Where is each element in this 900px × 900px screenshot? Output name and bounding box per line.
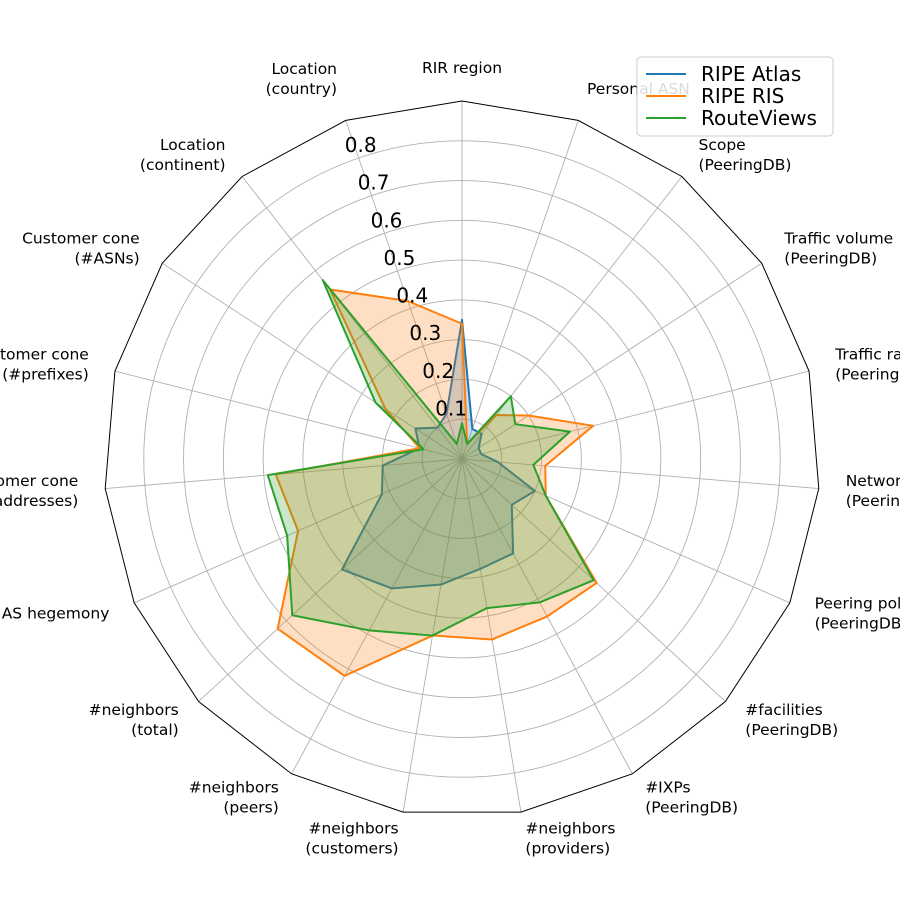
category-label: RIR region	[422, 59, 502, 77]
category-label: Location (country)	[266, 60, 337, 98]
spoke-gridline	[461, 458, 819, 490]
category-label: Customer cone(#prefixes)	[0, 346, 89, 384]
spoke-gridline	[461, 120, 579, 460]
category-label: Location (continent)	[140, 136, 226, 174]
category-label: #facilities (PeeringDB)	[745, 701, 838, 739]
spoke-gridline	[461, 458, 791, 604]
category-label: Traffic ratio(PeeringDB)	[834, 346, 900, 384]
series-area	[267, 280, 594, 636]
radial-tick-label: 0.3	[409, 321, 441, 345]
category-label: Peering policy(PeeringDB)	[815, 595, 900, 633]
legend-item: RouteViews	[646, 106, 817, 130]
legend-item: RIPE RIS	[646, 84, 784, 108]
legend-label: RouteViews	[701, 106, 817, 130]
category-label: Customer cone (#ASNs)	[22, 229, 140, 267]
series-routeviews	[266, 279, 595, 637]
spoke-gridline	[198, 458, 463, 702]
radial-tick-labels: 0.1 0.2 0.3 0.4 0.5 0.6 0.7 0.8	[345, 133, 467, 420]
category-label: Scope (PeeringDB)	[699, 136, 792, 174]
radial-tick-label: 0.4	[396, 284, 428, 308]
radial-tick-label: 0.8	[345, 133, 377, 157]
legend-label: RIPE Atlas	[701, 62, 801, 86]
category-label: Traffic volume (PeeringDB)	[783, 229, 893, 267]
spoke-gridline	[241, 176, 463, 460]
radial-tick-label: 0.6	[371, 208, 403, 232]
category-label: Network type(PeeringDB)	[846, 472, 900, 510]
radar-series	[266, 279, 598, 677]
series-line	[274, 288, 598, 677]
spoke-gridline	[461, 176, 683, 460]
category-label: #neighbors (peers)	[189, 779, 279, 817]
legend-frame	[636, 56, 834, 137]
radial-tick-label: 0.1	[435, 396, 467, 420]
category-label: #IXPs (PeeringDB)	[645, 779, 738, 817]
spoke-gridline	[291, 458, 463, 775]
legend-item: RIPE Atlas	[646, 62, 801, 86]
spoke-gridline	[162, 262, 463, 460]
series-ripe-atlas	[341, 318, 536, 590]
radar-grid	[104, 100, 820, 813]
series-line	[341, 318, 536, 590]
series-area	[275, 289, 597, 676]
spoke-gridline	[345, 120, 463, 460]
category-label: AS hegemony	[2, 605, 110, 623]
spoke-gridline	[461, 370, 810, 460]
legend-label: RIPE RIS	[701, 84, 784, 108]
spoke-gridline	[114, 370, 463, 460]
series-line	[266, 279, 595, 637]
category-label: #neighbors (customers)	[305, 820, 398, 858]
category-label: #neighbors (providers)	[525, 820, 615, 858]
spoke-gridline	[461, 458, 522, 813]
radial-tick-label: 0.5	[383, 246, 415, 270]
spoke-gridline	[461, 262, 762, 460]
category-label: #neighbors (total)	[89, 701, 179, 739]
category-label: Customer cone(#addresses)	[0, 472, 78, 510]
radial-tick-label: 0.7	[358, 171, 390, 195]
series-area	[342, 319, 535, 589]
radar-frame	[104, 100, 820, 813]
radial-tick-label: 0.2	[422, 359, 454, 383]
